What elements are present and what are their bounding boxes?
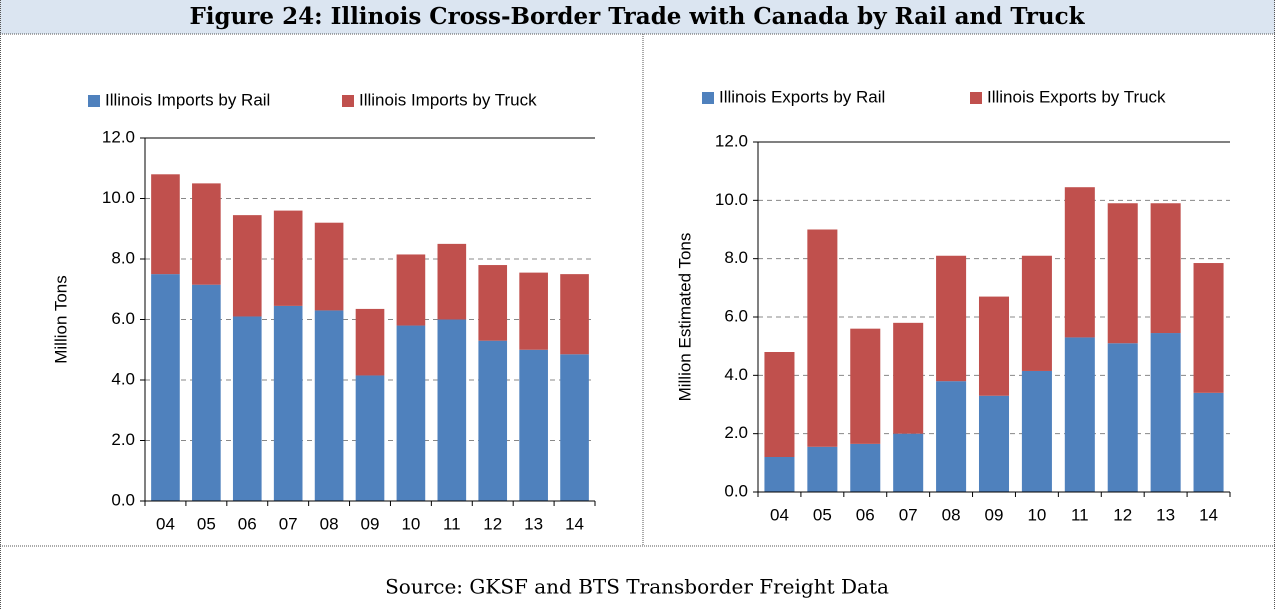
x-tick-label: 11	[443, 514, 461, 533]
bar-segment	[273, 305, 303, 501]
bar-segment	[437, 243, 467, 320]
x-tick-label: 10	[1027, 505, 1046, 524]
y-tick-label: 6.0	[724, 306, 748, 325]
bar-segment	[764, 457, 795, 492]
y-tick-label: 10.0	[102, 188, 135, 207]
x-tick-label: 12	[1113, 505, 1132, 524]
bar-segment	[396, 254, 426, 326]
bar-segment	[192, 284, 221, 501]
bar-segment	[1193, 263, 1224, 393]
x-tick-label: 05	[197, 514, 216, 533]
bar-segment	[519, 272, 548, 350]
y-tick-label: 8.0	[724, 248, 748, 267]
bar-segment	[314, 310, 344, 501]
x-tick-label: 07	[279, 514, 298, 533]
x-tick-label: 12	[483, 514, 502, 533]
legend-label: Illinois Exports by Truck	[987, 87, 1166, 106]
y-tick-label: 0.0	[111, 490, 135, 509]
bar-segment	[314, 222, 344, 311]
y-tick-label: 12.0	[102, 127, 135, 146]
bar-segment	[807, 229, 838, 447]
x-tick-label: 05	[813, 505, 832, 524]
bar-segment	[1107, 203, 1138, 344]
x-tick-label: 08	[320, 514, 339, 533]
bar-segment	[396, 325, 426, 501]
bar-segment	[151, 174, 180, 275]
bar-segment	[1107, 343, 1138, 492]
bar-segment	[560, 274, 589, 355]
y-tick-label: 0.0	[724, 481, 748, 500]
bar-segment	[151, 274, 180, 501]
y-tick-label: 4.0	[724, 365, 748, 384]
bar-segment	[478, 265, 508, 341]
y-tick-label: 12.0	[715, 131, 748, 150]
x-tick-label: 10	[401, 514, 420, 533]
bar-segment	[519, 349, 548, 501]
bar-segment	[232, 215, 262, 317]
bar-segment	[978, 296, 1010, 396]
x-tick-label: 04	[156, 514, 175, 533]
x-tick-label: 08	[942, 505, 961, 524]
x-tick-label: 09	[985, 505, 1004, 524]
bar-segment	[192, 183, 221, 285]
y-axis-label: Million Tons	[51, 275, 70, 364]
x-tick-label: 09	[361, 514, 380, 533]
figure-title: Figure 24: Illinois Cross-Border Trade w…	[189, 3, 1085, 30]
y-tick-label: 2.0	[724, 423, 748, 442]
bar-segment	[437, 319, 467, 501]
y-tick-label: 6.0	[111, 309, 135, 328]
legend-swatch	[342, 95, 354, 107]
bar-segment	[978, 395, 1010, 492]
bar-segment	[1150, 333, 1181, 492]
bar-segment	[1193, 392, 1224, 492]
bar-segment	[273, 210, 303, 306]
x-tick-label: 04	[770, 505, 789, 524]
bar-segment	[1064, 187, 1095, 338]
bar-segment	[1064, 337, 1095, 492]
bar-segment	[1021, 255, 1052, 371]
y-tick-label: 10.0	[715, 190, 748, 209]
bar-segment	[850, 328, 881, 444]
x-tick-label: 07	[899, 505, 918, 524]
bar-segment	[893, 322, 924, 434]
legend-swatch	[88, 95, 100, 107]
x-tick-label: 06	[856, 505, 875, 524]
bar-segment	[936, 381, 967, 492]
bar-segment	[893, 433, 924, 492]
x-tick-label: 14	[565, 514, 584, 533]
y-tick-label: 4.0	[111, 369, 135, 388]
x-tick-label: 14	[1199, 505, 1218, 524]
bar-segment	[1021, 370, 1052, 492]
legend-swatch	[970, 92, 982, 104]
x-tick-label: 13	[1156, 505, 1175, 524]
x-tick-label: 13	[524, 514, 543, 533]
legend-label: Illinois Imports by Truck	[359, 90, 537, 109]
bar-segment	[807, 446, 838, 492]
bar-segment	[560, 354, 589, 501]
bar-segment	[936, 255, 967, 382]
title-bar	[0, 0, 1275, 34]
legend-label: Illinois Exports by Rail	[719, 87, 885, 106]
bar-segment	[764, 352, 795, 457]
bar-segment	[355, 308, 385, 376]
bar-segment	[850, 443, 881, 492]
y-tick-label: 8.0	[111, 248, 135, 267]
bar-segment	[232, 316, 262, 501]
legend-swatch	[702, 92, 714, 104]
bar-segment	[478, 340, 508, 501]
source-note: Source: GKSF and BTS Transborder Freight…	[385, 575, 889, 599]
y-axis-label: Million Estimated Tons	[675, 233, 694, 402]
x-tick-label: 06	[238, 514, 257, 533]
y-tick-label: 2.0	[111, 430, 135, 449]
x-tick-label: 11	[1071, 505, 1089, 524]
legend-label: Illinois Imports by Rail	[105, 90, 270, 109]
bar-segment	[355, 375, 385, 501]
bar-segment	[1150, 203, 1181, 334]
